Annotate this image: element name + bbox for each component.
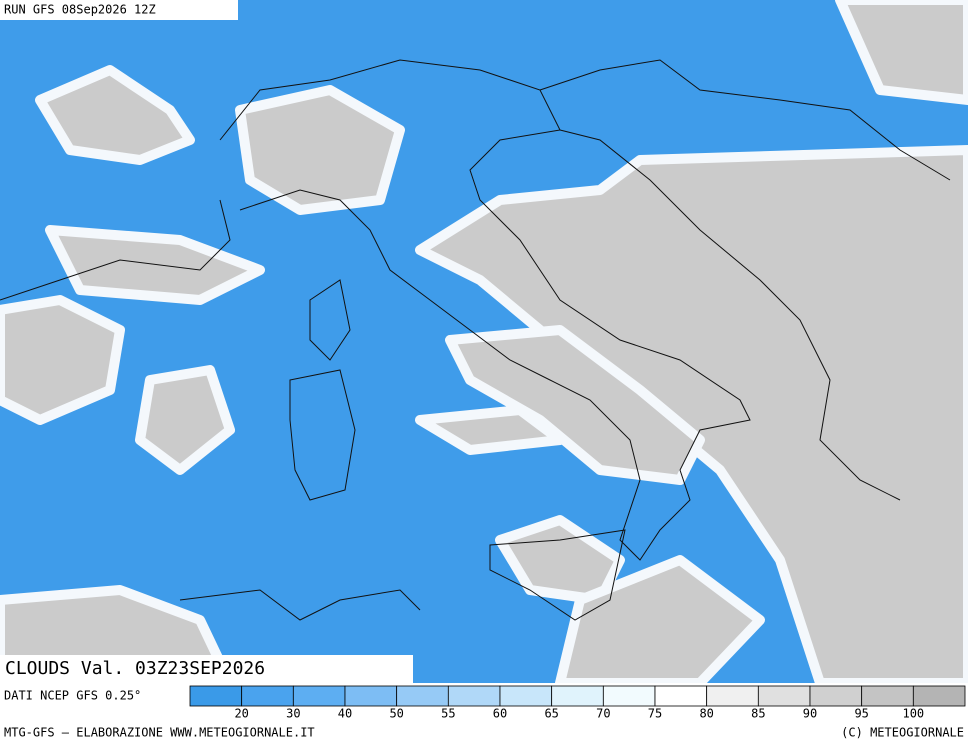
colorbar-tick-label: 65 <box>544 707 558 721</box>
colorbar-box <box>706 685 759 707</box>
colorbar-box <box>189 685 243 707</box>
colorbar-box <box>344 685 398 707</box>
colorbar: 20 30 40 50 55 60 65 70 75 80 85 90 95 100 <box>189 685 966 721</box>
colorbar-box <box>241 685 294 707</box>
footer-left: MTG-GFS — ELABORAZIONE WWW.METEOGIORNALE… <box>4 726 315 740</box>
colorbar-tick-label: 70 <box>596 707 610 721</box>
colorbar-tick-label: 90 <box>803 707 817 721</box>
colorbar-tick-label: 95 <box>854 707 868 721</box>
colorbar-box <box>912 685 966 707</box>
source-label: DATI NCEP GFS 0.25° <box>4 689 141 703</box>
colorbar-tick-label: 85 <box>751 707 765 721</box>
cloud-field <box>0 0 968 688</box>
colorbar-box <box>396 685 449 707</box>
footer-right: (C) METEOGIORNALE <box>841 726 964 740</box>
colorbar-tick-label: 20 <box>234 707 248 721</box>
colorbar-tick-label: 75 <box>648 707 662 721</box>
colorbar-tick-label: 80 <box>699 707 713 721</box>
colorbar-box <box>447 685 501 707</box>
coastlines <box>0 59 951 621</box>
colorbar-box <box>292 685 346 707</box>
header-box <box>0 0 238 20</box>
colorbar-box <box>654 685 708 707</box>
colorbar-tick-label: 100 <box>902 707 924 721</box>
colorbar-box <box>499 685 553 707</box>
colorbar-tick-label: 55 <box>441 707 455 721</box>
colorbar-tick-label: 50 <box>389 707 403 721</box>
colorbar-box <box>602 685 656 707</box>
colorbar-tick-label: 60 <box>493 707 507 721</box>
title-box <box>0 655 413 683</box>
map-title: CLOUDS Val. 03Z23SEP2026 <box>5 658 265 679</box>
run-label: RUN GFS 08Sep2026 12Z <box>4 3 156 17</box>
colorbar-box <box>809 685 863 707</box>
colorbar-box <box>551 685 604 707</box>
colorbar-tick-label: 40 <box>338 707 352 721</box>
colorbar-tick-label: 30 <box>286 707 300 721</box>
colorbar-box <box>757 685 811 707</box>
colorbar-box <box>861 685 914 707</box>
